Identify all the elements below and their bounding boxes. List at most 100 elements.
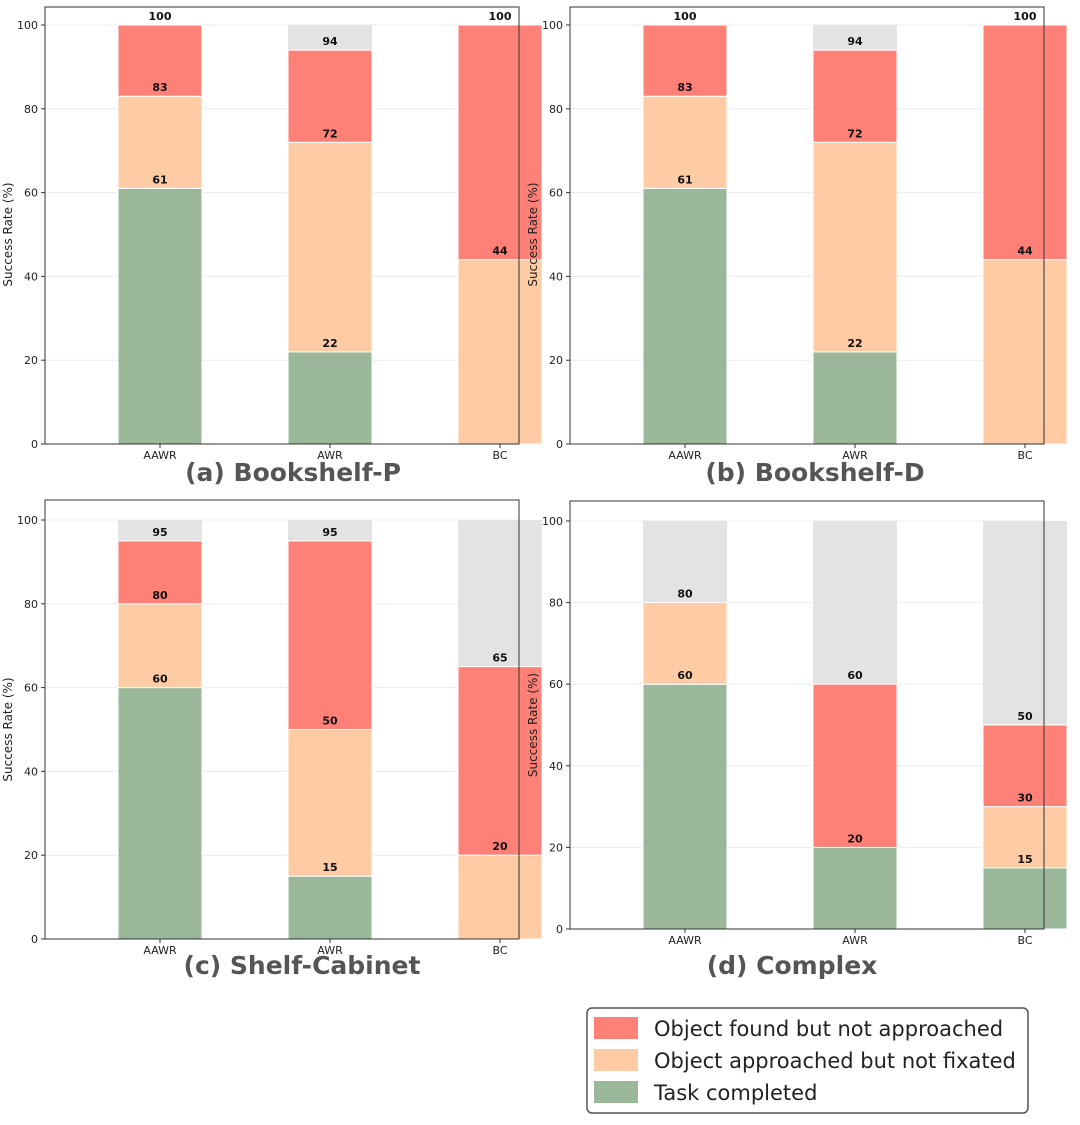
legend-swatch-found	[594, 1017, 638, 1039]
bar-segment-approached	[982, 806, 1068, 869]
y-tick-label: 20	[24, 849, 38, 862]
bar-data-label: 94	[322, 35, 338, 48]
bar-data-label: 15	[322, 861, 337, 874]
y-tick-label: 100	[542, 19, 563, 32]
y-tick-label: 0	[556, 923, 563, 936]
bar-data-label: 61	[152, 173, 167, 186]
y-tick-label: 100	[17, 514, 38, 527]
bar-segment-found	[812, 49, 898, 143]
y-tick-label: 40	[24, 765, 38, 778]
plot-frame	[569, 6, 1045, 445]
bar-segment-completed	[287, 351, 373, 445]
x-tick-label: BC	[1017, 449, 1032, 462]
bar-data-label: 83	[677, 81, 692, 94]
bar-segment-approached	[642, 95, 728, 189]
y-axis-label: Success Rate (%)	[1, 182, 15, 286]
bar-segment-approached	[117, 95, 203, 189]
bar-data-label: 72	[847, 127, 862, 140]
plot-frame	[44, 499, 520, 940]
bar-data-label: 83	[152, 81, 167, 94]
bar-segment-completed	[982, 867, 1068, 930]
y-tick-label: 100	[542, 515, 563, 528]
legend-entry-found: Object found but not approached	[594, 1017, 1003, 1041]
x-tick-label: BC	[492, 944, 507, 957]
bar-data-label: 95	[322, 526, 337, 539]
bar-data-label: 44	[1017, 245, 1033, 258]
bar-segment-found	[117, 540, 203, 605]
legend-frame	[586, 1007, 1029, 1114]
bar-segment-found	[117, 24, 203, 97]
legend-entry-approached: Object approached but not fixated	[594, 1049, 1016, 1073]
y-tick-label: 20	[24, 354, 38, 367]
bar-data-label: 72	[322, 127, 337, 140]
bar-data-label: 80	[152, 589, 168, 602]
bar-segment-approached	[642, 602, 728, 685]
bar-segment-found	[982, 724, 1068, 808]
y-axis-label: Success Rate (%)	[1, 677, 15, 781]
legend-swatch-approached	[594, 1049, 638, 1071]
bar-segment-approached	[812, 141, 898, 353]
bar-segment-approached	[982, 259, 1068, 445]
bar-data-label: 94	[847, 35, 863, 48]
chart-subtitle: (c) Shelf-Cabinet	[184, 951, 421, 980]
bar-segment-found	[982, 24, 1068, 261]
bar-data-label: 44	[492, 245, 508, 258]
bar-data-label: 100	[149, 10, 172, 23]
chart-subtitle: (a) Bookshelf-P	[185, 458, 401, 487]
bar-remainder	[643, 521, 727, 603]
y-tick-label: 0	[556, 438, 563, 451]
y-tick-label: 80	[24, 103, 38, 116]
bar-segment-found	[642, 24, 728, 97]
x-tick-label: AWR	[317, 449, 343, 462]
bar-segment-found	[457, 666, 543, 856]
bar-segment-approached	[457, 854, 543, 940]
bar-segment-completed	[812, 846, 898, 930]
bar-data-label: 95	[152, 526, 167, 539]
x-tick-label: AAWR	[668, 449, 702, 462]
chart-panels: 61 83 100 AAWR 22 72 94 AWR 44 100 BC 0 20 40 60 80 100 S…	[1, 6, 1068, 980]
bar-data-label: 61	[677, 173, 692, 186]
bar-data-label: 100	[674, 10, 697, 23]
legend-swatch-completed	[594, 1081, 638, 1103]
y-tick-label: 0	[31, 438, 38, 451]
x-tick-label: AAWR	[143, 449, 177, 462]
y-tick-label: 100	[17, 19, 38, 32]
bar-data-label: 100	[489, 10, 512, 23]
plot-frame	[569, 500, 1045, 930]
x-tick-label: BC	[1017, 934, 1032, 947]
bar-segment-found	[457, 24, 543, 261]
bar-remainder	[813, 521, 897, 685]
bar-data-label: 65	[492, 652, 507, 665]
y-tick-label: 60	[549, 187, 563, 200]
x-tick-label: AAWR	[143, 944, 177, 957]
bar-data-label: 50	[1017, 710, 1033, 723]
plot-frame	[44, 6, 520, 445]
legend-entry-completed: Task completed	[594, 1081, 817, 1105]
bar-data-label: 100	[1014, 10, 1037, 23]
legend-label-approached: Object approached but not fixated	[654, 1049, 1016, 1073]
x-tick-label: AWR	[317, 944, 343, 957]
legend-label-completed: Task completed	[653, 1081, 817, 1105]
y-tick-label: 40	[549, 760, 563, 773]
y-tick-label: 60	[24, 682, 38, 695]
bar-segment-completed	[642, 683, 728, 930]
x-tick-label: BC	[492, 449, 507, 462]
bar-segment-found	[287, 540, 373, 731]
bar-remainder	[118, 520, 202, 541]
chart-panel-2: 61 83 100 AAWR 22 72 94 AWR 44 100 BC 0 20 40 60 80 100 S…	[526, 6, 1068, 487]
y-tick-label: 80	[549, 103, 563, 116]
chart-panel-4: 60 80 AAWR 20 60 AWR 15 30 50 BC 0 20 40 60 80 100 Succe…	[526, 500, 1068, 980]
y-tick-label: 40	[549, 270, 563, 283]
bar-remainder	[983, 521, 1067, 725]
x-tick-label: AWR	[842, 449, 868, 462]
y-axis-label: Success Rate (%)	[526, 182, 540, 286]
y-tick-label: 80	[24, 598, 38, 611]
legend: Object found but not approached Object a…	[586, 1007, 1029, 1114]
bar-segment-found	[812, 683, 898, 848]
bar-segment-found	[287, 49, 373, 143]
bar-segment-completed	[117, 187, 203, 445]
y-tick-label: 20	[549, 841, 563, 854]
bar-segment-approached	[117, 603, 203, 689]
y-tick-label: 60	[24, 187, 38, 200]
bar-data-label: 22	[322, 337, 337, 350]
